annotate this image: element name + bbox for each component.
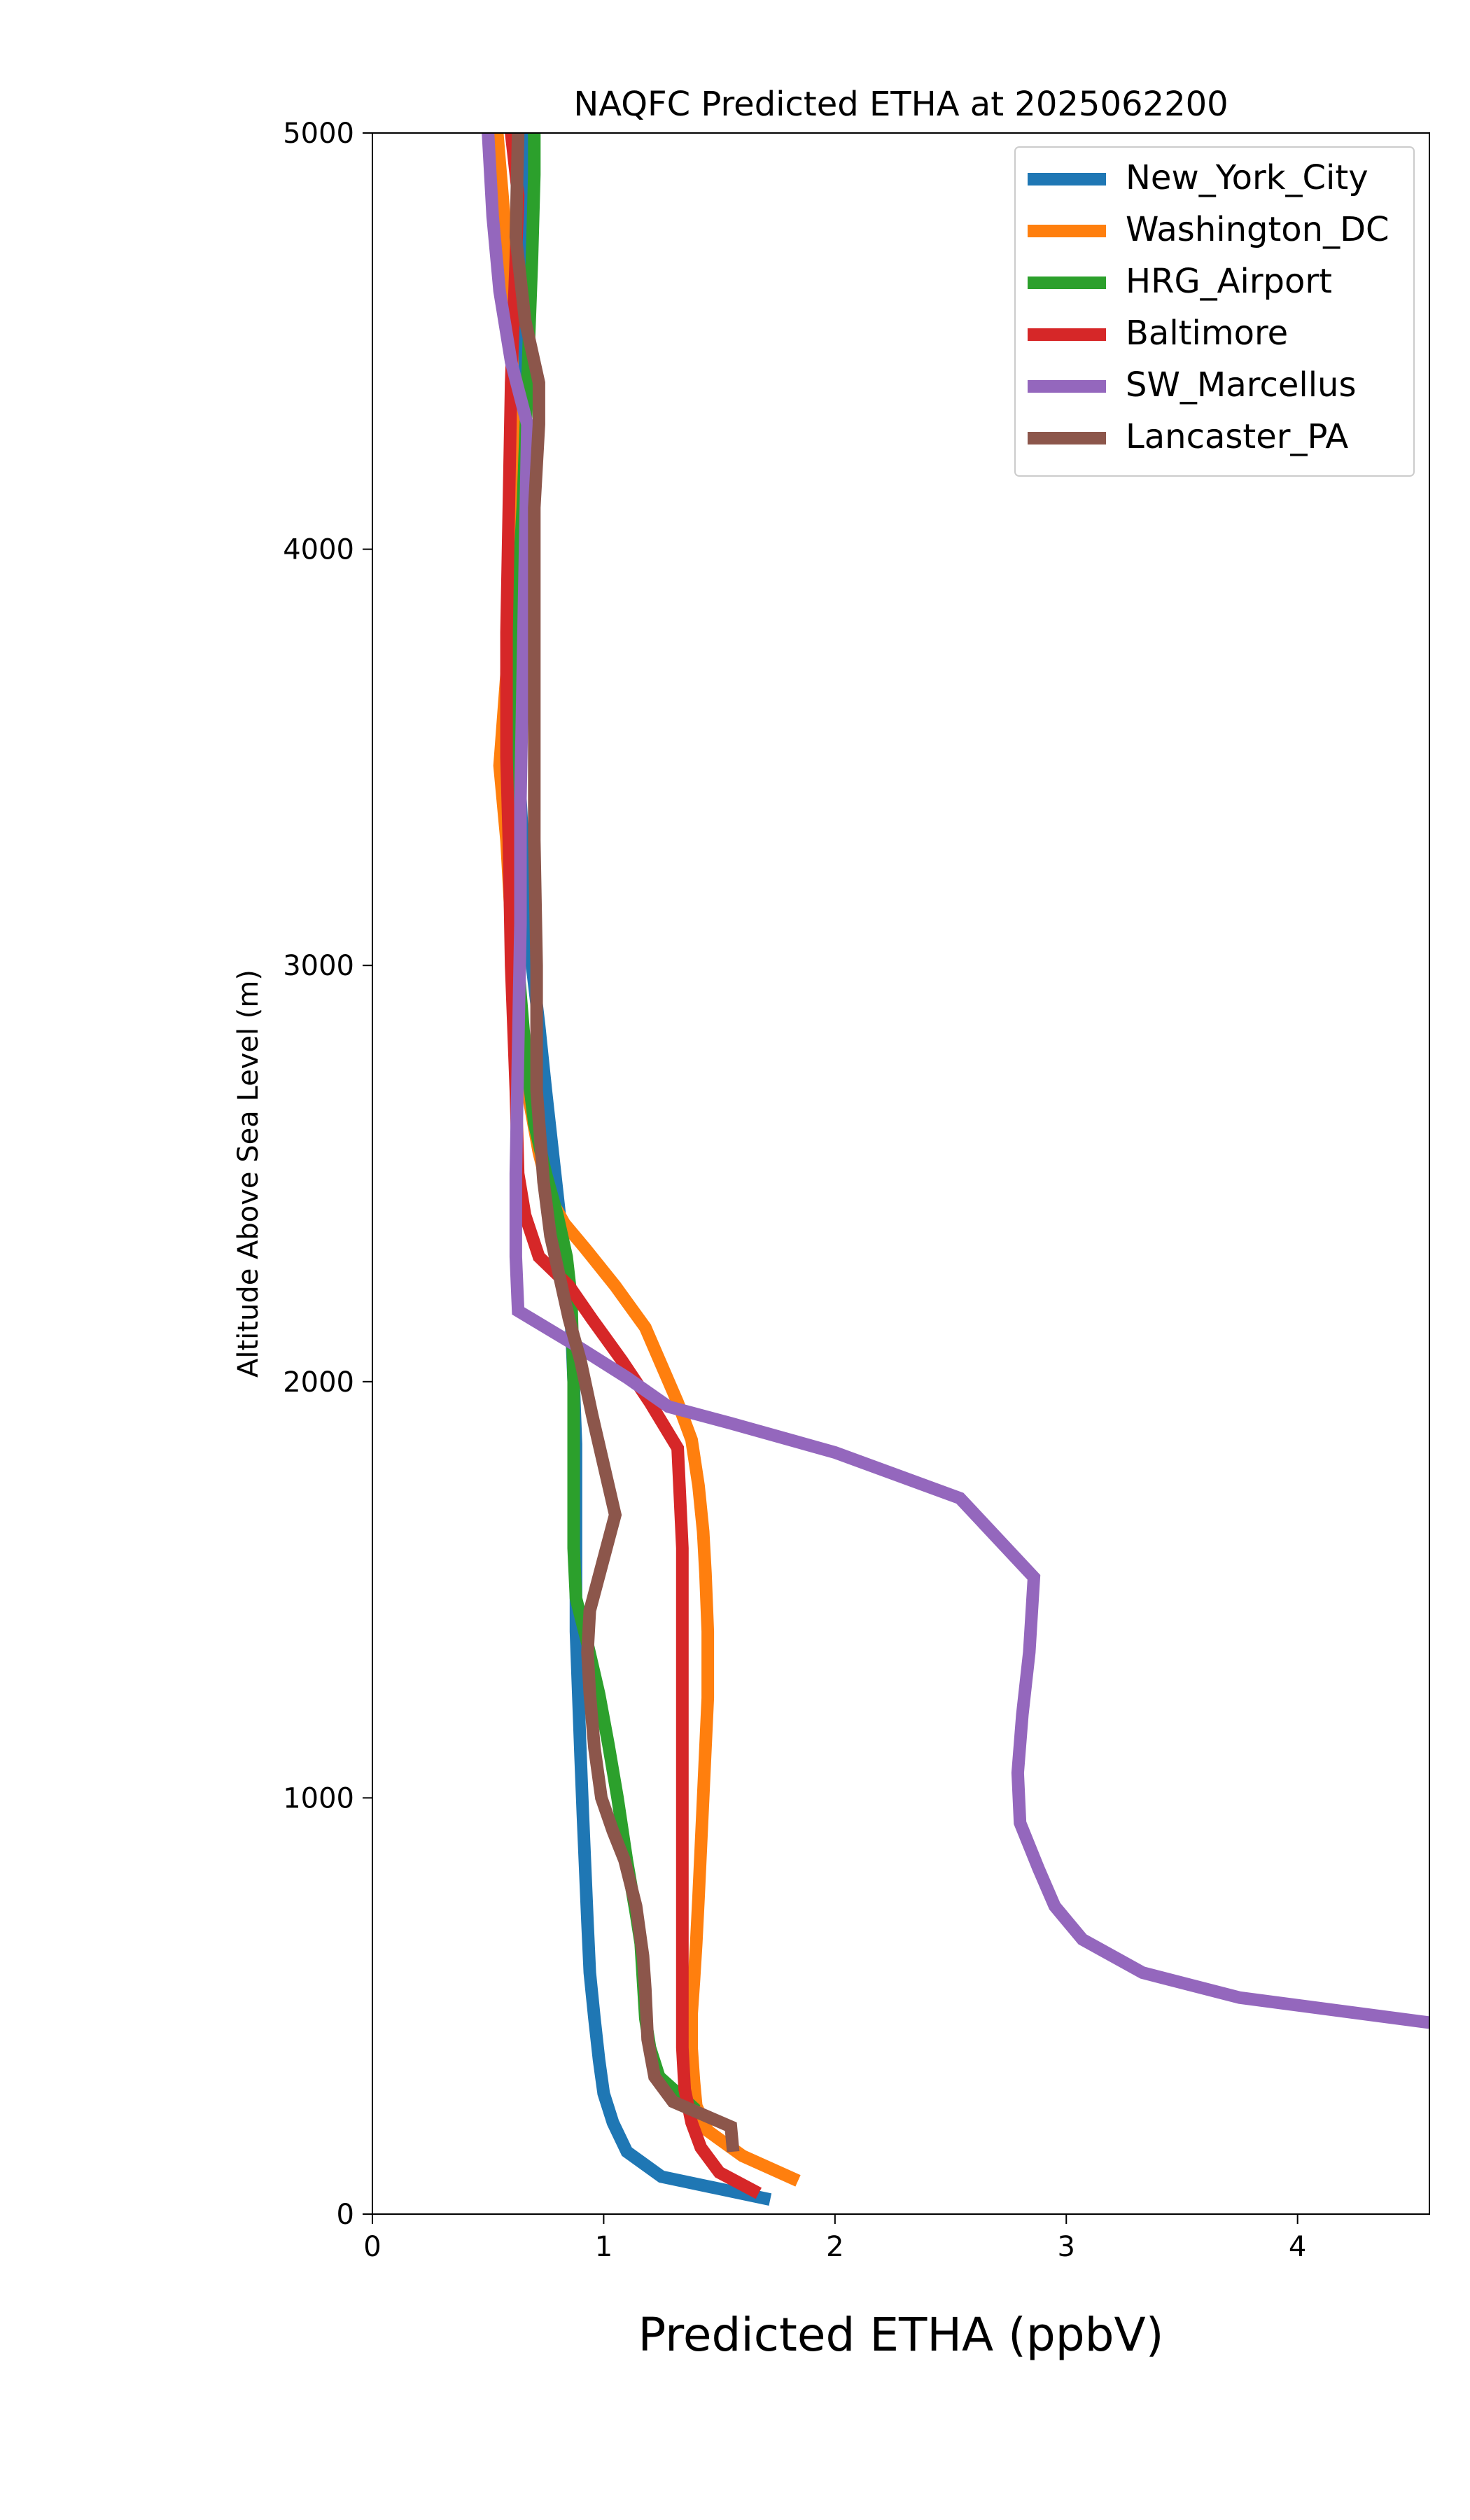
y-tick-label: 4000 <box>283 534 354 566</box>
x-axis: 0 1 2 3 4 <box>363 2214 1306 2263</box>
y-tick-label: 2000 <box>283 1366 354 1399</box>
plot-area-frame <box>372 132 1430 2215</box>
legend-label: New_York_City <box>1126 158 1368 197</box>
series-line-new-york-city <box>509 133 772 2206</box>
x-tick-label: 3 <box>1058 2231 1075 2263</box>
y-tick-label: 3000 <box>283 950 354 982</box>
series-line-washington-dc <box>491 133 801 2187</box>
y-axis-label: Altitude Above Sea Level (m) <box>232 969 265 1378</box>
legend-label: SW_Marcellus <box>1126 365 1356 405</box>
y-tick-label: 5000 <box>283 118 354 150</box>
legend: New_York_City Washington_DC HRG_Airport Bal… <box>1014 146 1415 477</box>
x-tick-label: 4 <box>1289 2231 1306 2263</box>
legend-box <box>1014 146 1415 477</box>
x-tick-label: 2 <box>826 2231 844 2263</box>
legend-label: Lancaster_PA <box>1126 417 1348 456</box>
series-line-lancaster-pa <box>509 133 740 2152</box>
series-lines <box>482 133 1429 2206</box>
series-line-baltimore <box>500 133 762 2199</box>
legend-label: Washington_DC <box>1126 210 1390 249</box>
series-line-sw-marcellus <box>482 133 1429 2029</box>
y-tick-label: 1000 <box>283 1782 354 1814</box>
legend-label: HRG_Airport <box>1126 262 1332 301</box>
y-tick-label: 0 <box>337 2199 354 2231</box>
y-axis: 0 1000 2000 3000 4000 5000 <box>283 118 372 2231</box>
x-tick-label: 1 <box>595 2231 612 2263</box>
x-axis-label: Predicted ETHA (ppbV) <box>638 2308 1164 2362</box>
chart-title: NAQFC Predicted ETHA at 2025062200 <box>573 85 1228 124</box>
legend-label: Baltimore <box>1126 314 1288 353</box>
x-tick-label: 0 <box>363 2231 381 2263</box>
